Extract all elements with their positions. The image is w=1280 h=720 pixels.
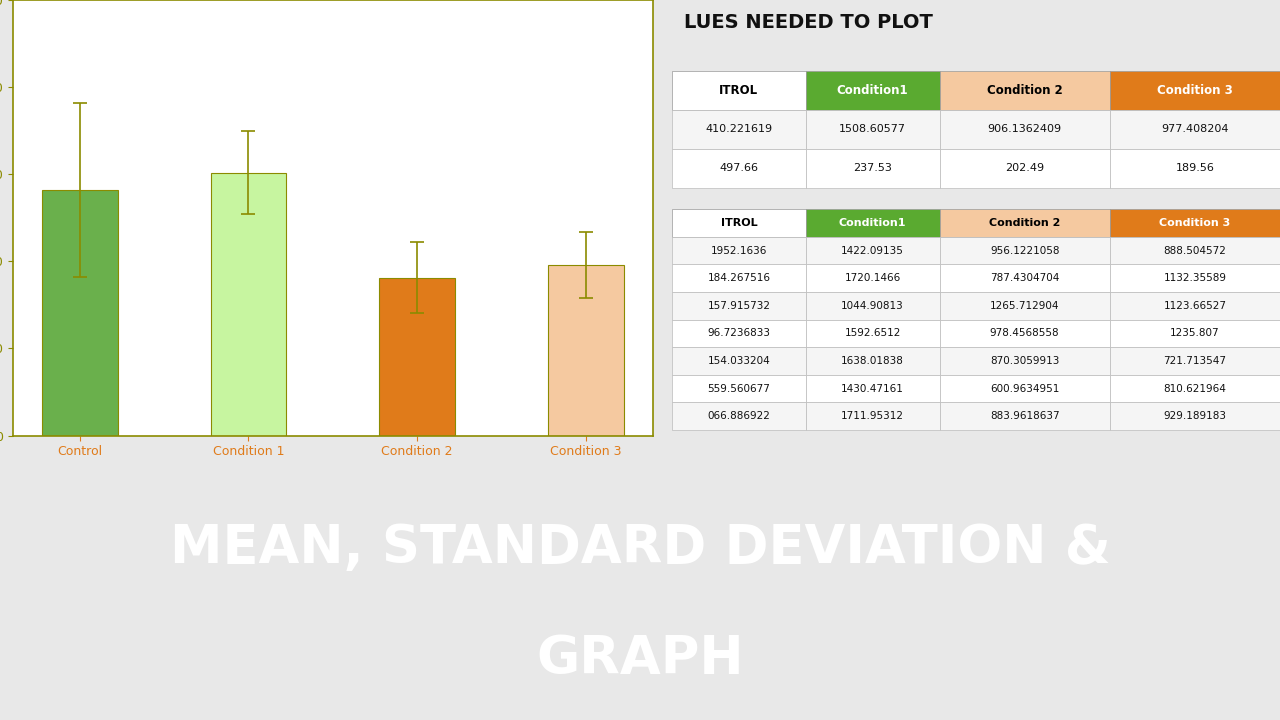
Text: 810.621964: 810.621964 bbox=[1164, 384, 1226, 394]
Bar bbox=[672, 264, 806, 292]
Text: ITROL: ITROL bbox=[721, 218, 758, 228]
Bar bbox=[1110, 347, 1280, 375]
Bar bbox=[672, 292, 806, 320]
Bar bbox=[1110, 402, 1280, 430]
Text: 1952.1636: 1952.1636 bbox=[710, 246, 767, 256]
Text: 1044.90813: 1044.90813 bbox=[841, 301, 904, 311]
Bar bbox=[1110, 71, 1280, 110]
Bar bbox=[806, 71, 940, 110]
Text: 1592.6512: 1592.6512 bbox=[845, 328, 901, 338]
Bar bbox=[806, 292, 940, 320]
Text: 1720.1466: 1720.1466 bbox=[845, 273, 901, 283]
Bar bbox=[672, 110, 806, 149]
Text: 1430.47161: 1430.47161 bbox=[841, 384, 904, 394]
Text: 1123.66527: 1123.66527 bbox=[1164, 301, 1226, 311]
Text: MEAN, STANDARD DEVIATION &: MEAN, STANDARD DEVIATION & bbox=[170, 522, 1110, 574]
Text: 1235.807: 1235.807 bbox=[1170, 328, 1220, 338]
Bar bbox=[806, 110, 940, 149]
Bar bbox=[806, 320, 940, 347]
Bar bbox=[940, 347, 1110, 375]
Bar bbox=[672, 209, 806, 237]
Text: Condition 2: Condition 2 bbox=[987, 84, 1062, 96]
Text: Condition1: Condition1 bbox=[837, 84, 909, 96]
Bar bbox=[940, 209, 1110, 237]
Bar bbox=[940, 264, 1110, 292]
Bar bbox=[940, 71, 1110, 110]
Text: 1265.712904: 1265.712904 bbox=[989, 301, 1060, 311]
Bar bbox=[806, 149, 940, 188]
Text: ITROL: ITROL bbox=[719, 84, 759, 96]
Bar bbox=[1110, 292, 1280, 320]
Text: 410.221619: 410.221619 bbox=[705, 125, 772, 135]
Bar bbox=[940, 375, 1110, 402]
Text: 721.713547: 721.713547 bbox=[1164, 356, 1226, 366]
Bar bbox=[42, 190, 118, 436]
Text: 906.1362409: 906.1362409 bbox=[988, 125, 1061, 135]
Bar bbox=[1110, 320, 1280, 347]
Bar bbox=[806, 347, 940, 375]
Bar bbox=[1110, 237, 1280, 264]
Bar bbox=[940, 110, 1110, 149]
Text: 1508.60577: 1508.60577 bbox=[840, 125, 906, 135]
Bar bbox=[672, 375, 806, 402]
Bar bbox=[672, 402, 806, 430]
Text: Condition 3: Condition 3 bbox=[1157, 84, 1233, 96]
Bar bbox=[806, 402, 940, 430]
Bar bbox=[672, 149, 806, 188]
Text: 157.915732: 157.915732 bbox=[708, 301, 771, 311]
Text: 066.886922: 066.886922 bbox=[708, 411, 771, 421]
Bar bbox=[672, 237, 806, 264]
Text: 184.267516: 184.267516 bbox=[708, 273, 771, 283]
Bar bbox=[940, 292, 1110, 320]
Text: 929.189183: 929.189183 bbox=[1164, 411, 1226, 421]
Text: 1132.35589: 1132.35589 bbox=[1164, 273, 1226, 283]
Bar bbox=[806, 209, 940, 237]
Text: 787.4304704: 787.4304704 bbox=[989, 273, 1060, 283]
Text: 559.560677: 559.560677 bbox=[708, 384, 771, 394]
Text: 497.66: 497.66 bbox=[719, 163, 758, 174]
Bar bbox=[1110, 110, 1280, 149]
Bar bbox=[806, 375, 940, 402]
Bar bbox=[940, 402, 1110, 430]
Text: 1711.95312: 1711.95312 bbox=[841, 411, 904, 421]
Bar bbox=[1110, 209, 1280, 237]
Text: Condition 3: Condition 3 bbox=[1160, 218, 1230, 228]
Text: 978.4568558: 978.4568558 bbox=[989, 328, 1060, 338]
Bar bbox=[210, 173, 287, 436]
Bar bbox=[806, 237, 940, 264]
Text: 154.033204: 154.033204 bbox=[708, 356, 771, 366]
Bar bbox=[1110, 375, 1280, 402]
Bar bbox=[672, 320, 806, 347]
Bar bbox=[672, 71, 806, 110]
Bar bbox=[940, 149, 1110, 188]
Text: 600.9634951: 600.9634951 bbox=[989, 384, 1060, 394]
Text: 956.1221058: 956.1221058 bbox=[989, 246, 1060, 256]
Text: 1422.09135: 1422.09135 bbox=[841, 246, 904, 256]
Text: 1638.01838: 1638.01838 bbox=[841, 356, 904, 366]
Text: Condition1: Condition1 bbox=[838, 218, 906, 228]
Bar bbox=[806, 264, 940, 292]
Text: 888.504572: 888.504572 bbox=[1164, 246, 1226, 256]
Text: LUES NEEDED TO PLOT: LUES NEEDED TO PLOT bbox=[684, 13, 933, 32]
Text: GRAPH: GRAPH bbox=[536, 633, 744, 685]
Text: Condition 2: Condition 2 bbox=[989, 218, 1060, 228]
Bar bbox=[1110, 149, 1280, 188]
Bar bbox=[379, 278, 456, 436]
Text: 883.9618637: 883.9618637 bbox=[989, 411, 1060, 421]
Text: 202.49: 202.49 bbox=[1005, 163, 1044, 174]
Bar bbox=[1110, 264, 1280, 292]
Bar bbox=[548, 265, 623, 436]
Bar bbox=[672, 347, 806, 375]
Text: 870.3059913: 870.3059913 bbox=[989, 356, 1060, 366]
Bar bbox=[940, 320, 1110, 347]
Text: 96.7236833: 96.7236833 bbox=[708, 328, 771, 338]
Text: 189.56: 189.56 bbox=[1175, 163, 1215, 174]
Text: 977.408204: 977.408204 bbox=[1161, 125, 1229, 135]
Text: 237.53: 237.53 bbox=[854, 163, 892, 174]
Bar bbox=[940, 237, 1110, 264]
